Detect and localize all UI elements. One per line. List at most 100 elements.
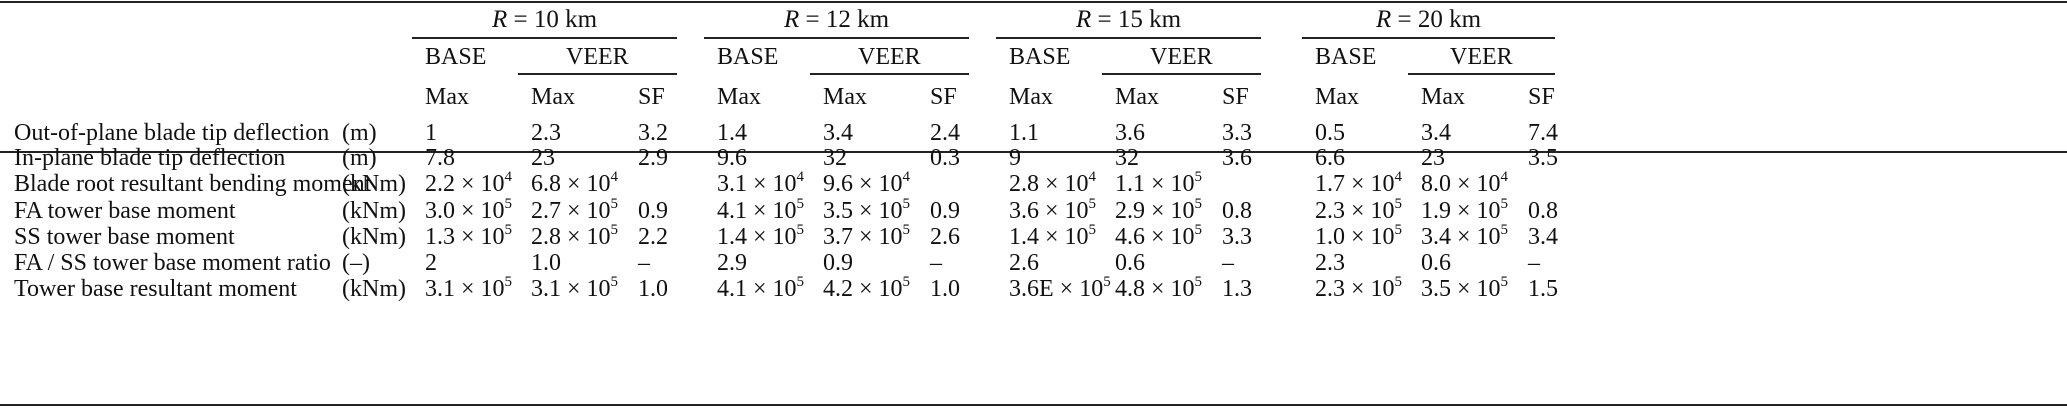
veer-max-value-mantissa: 3.5 × 10 [823,198,903,224]
base-max-value: 2.3 [1315,248,1345,278]
max-header: Max [1421,84,1465,110]
base-max-value: 3.0 × 105 [425,196,512,229]
base-max-value: 1.7 × 104 [1315,169,1402,202]
sf-value: 0.8 [1222,198,1252,224]
veer-max-value: 3.6 [1115,118,1145,148]
veer-max-value: 1.9 × 105 [1421,196,1508,229]
veer-max-value: 2.9 × 105 [1115,196,1202,229]
base-max-value: 2.3 × 105 [1315,196,1402,229]
base-max-value-mantissa: 2 [425,250,437,276]
base-max-value-mantissa: 3.1 × 10 [717,171,797,197]
base-max-value-mantissa: 2.3 × 10 [1315,276,1395,302]
base-max-value-mantissa: 0.5 [1315,120,1345,146]
veer-max-value-mantissa: 3.4 [823,120,853,146]
base-max-value-mantissa: 2.6 [1009,250,1039,276]
veer-max-value-mantissa: 32 [823,145,847,171]
veer-max-value-exponent: 5 [902,274,911,290]
base-max-value: 3.1 × 105 [425,274,512,307]
veer-header: VEER [1150,44,1213,70]
veer-cmidrule [1408,73,1555,75]
veer-max-value-exponent: 5 [610,196,619,212]
bottom-rule [0,404,2067,406]
base-max-value-mantissa: 3.0 × 10 [425,198,505,224]
veer-max-value: 3.1 × 105 [531,274,618,307]
veer-max-value: 1.0 [531,248,561,278]
row-label: Out-of-plane blade tip deflection [14,120,330,146]
base-max-value-mantissa: 9.6 [717,145,747,171]
base-max-value: 4.1 × 105 [717,274,804,307]
row-unit: (m) [342,120,377,146]
base-max-value: 2 [425,248,437,278]
base-max-value-exponent: 5 [1103,274,1111,290]
row-label: Tower base resultant moment [14,276,297,302]
sf-value: – [930,250,942,276]
veer-max-value-mantissa: 3.6 [1115,120,1145,146]
base-max-value: 9.6 [717,143,747,173]
veer-max-value-mantissa: 0.6 [1421,250,1451,276]
veer-max-value: 4.6 × 105 [1115,222,1202,255]
max-header: Max [531,84,575,110]
veer-max-value-mantissa: 4.2 × 10 [823,276,903,302]
group-cmidrule [1302,37,1555,39]
veer-max-value-exponent: 4 [1500,169,1509,185]
veer-max-value-exponent: 5 [1194,169,1203,185]
veer-max-value-mantissa: 3.5 × 10 [1421,276,1501,302]
base-max-value-mantissa: 1.4 × 10 [717,224,797,250]
sf-header: SF [1528,84,1555,110]
base-max-value: 3.1 × 104 [717,169,804,202]
group-header-value: = 10 km [507,6,598,33]
veer-max-value-exponent: 5 [610,274,619,290]
group-header: R = 10 km [492,5,597,35]
base-max-value-mantissa: 1.3 × 10 [425,224,505,250]
base-max-value-mantissa: 2.3 × 10 [1315,198,1395,224]
veer-max-value-mantissa: 0.9 [823,250,853,276]
base-max-value-mantissa: 4.1 × 10 [717,276,797,302]
base-max-value-mantissa: 3.6E × 10 [1009,276,1104,302]
base-max-value: 7.8 [425,143,455,173]
group-header-var: R [1076,6,1092,33]
sf-value: 3.3 [1222,224,1252,250]
base-header: BASE [717,44,779,70]
veer-max-value: 2.8 × 105 [531,222,618,255]
base-max-value-mantissa: 2.2 × 10 [425,171,505,197]
base-max-value: 4.1 × 105 [717,196,804,229]
base-max-value-exponent: 5 [796,222,805,238]
veer-max-value: 2.3 [531,118,561,148]
max-header: Max [1315,84,1359,110]
veer-max-value-mantissa: 0.6 [1115,250,1145,276]
veer-max-value: 8.0 × 104 [1421,169,1508,202]
sf-value: 1.3 [1222,276,1252,302]
base-max-value: 6.6 [1315,143,1345,173]
base-max-value: 1.4 × 105 [1009,222,1096,255]
base-max-value: 1.0 × 105 [1315,222,1402,255]
veer-cmidrule [1102,73,1261,75]
veer-max-value: 3.5 × 105 [823,196,910,229]
row-unit: (–) [342,250,370,276]
row-label: FA tower base moment [14,198,236,224]
veer-max-value-exponent: 5 [1194,222,1203,238]
max-header: Max [1009,84,1053,110]
veer-max-value-mantissa: 2.7 × 10 [531,198,611,224]
base-max-value-mantissa: 3.6 × 10 [1009,198,1089,224]
base-max-value: 2.8 × 104 [1009,169,1096,202]
veer-max-value: 3.4 × 105 [1421,222,1508,255]
base-max-value-mantissa: 1.1 [1009,120,1039,146]
veer-max-value-mantissa: 2.3 [531,120,561,146]
row-unit: (kNm) [342,171,406,197]
base-max-value-exponent: 5 [1088,196,1097,212]
sf-value: 2.2 [638,224,668,250]
row-label: SS tower base moment [14,224,235,250]
veer-header: VEER [1450,44,1513,70]
veer-max-value-exponent: 5 [610,222,619,238]
veer-max-value: 23 [1421,143,1445,173]
base-max-value: 1.1 [1009,118,1039,148]
sf-value: 3.2 [638,120,668,146]
max-header: Max [823,84,867,110]
base-max-value-exponent: 4 [504,169,513,185]
veer-max-value-mantissa: 9.6 × 10 [823,171,903,197]
veer-max-value: 3.5 × 105 [1421,274,1508,307]
sf-value: 0.3 [930,145,960,171]
veer-max-value: 1.1 × 105 [1115,169,1202,202]
group-header: R = 15 km [1076,5,1181,35]
veer-max-value-mantissa: 4.6 × 10 [1115,224,1195,250]
